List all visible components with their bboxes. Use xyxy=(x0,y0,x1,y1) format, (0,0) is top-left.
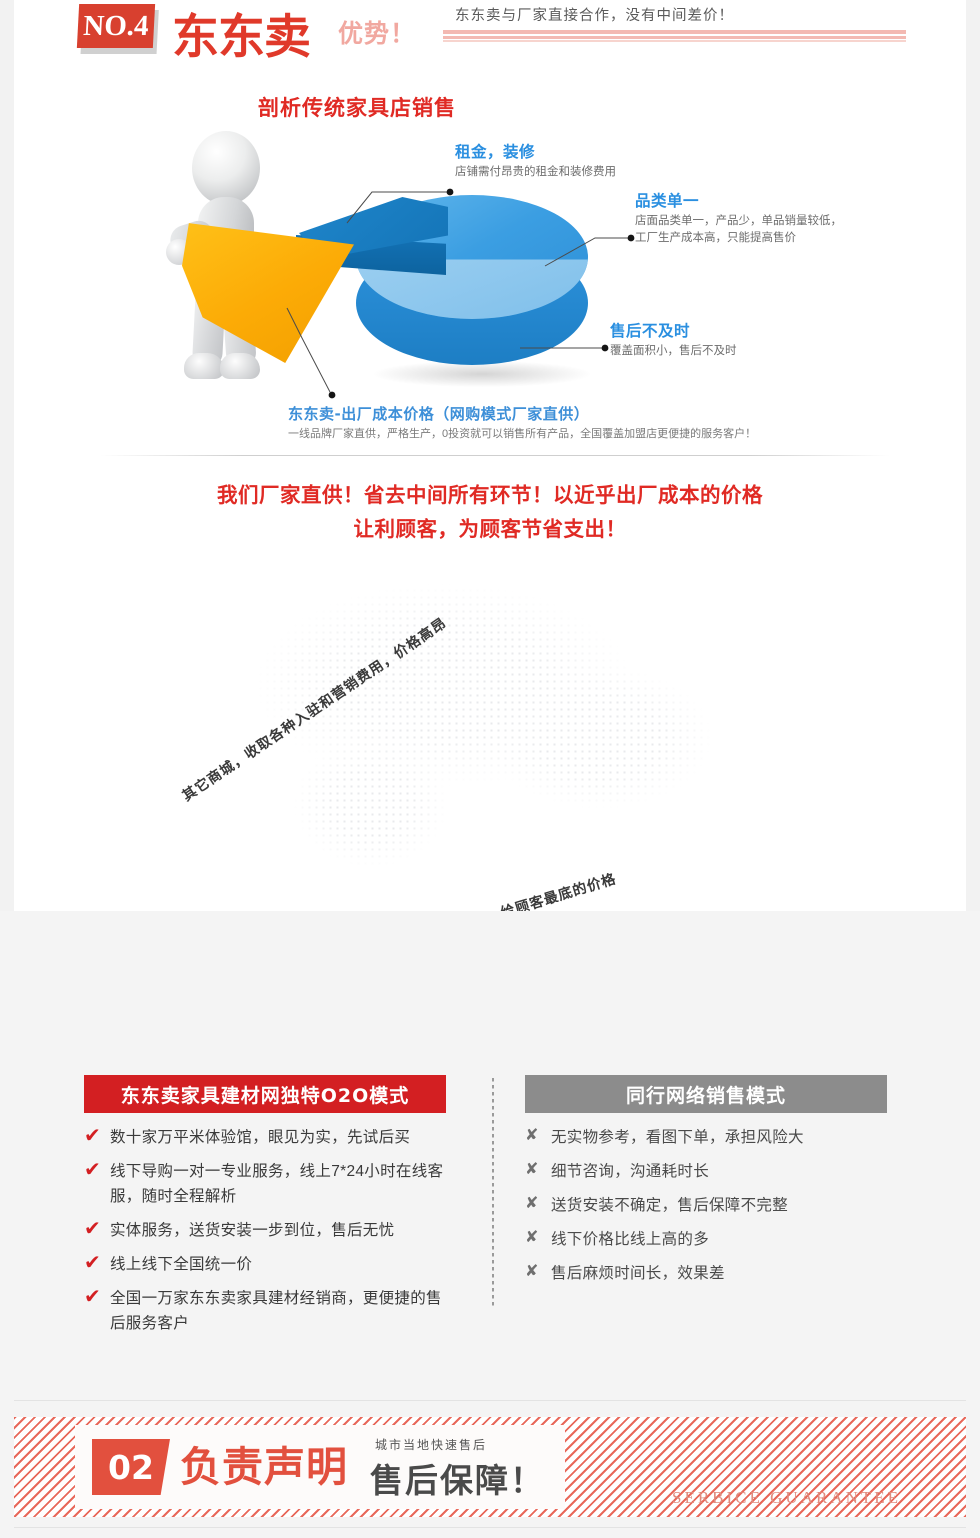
list-item: ✔ 线下导购一对一专业服务，线上7*24小时在线客服，随时全程解析 xyxy=(84,1159,446,1209)
figurine-foot-left xyxy=(184,353,224,379)
banner-top-line xyxy=(14,1400,966,1401)
check-icon: ✔ xyxy=(84,1252,101,1274)
list-item-label: 线下价格比线上高的多 xyxy=(551,1231,710,1248)
callout-dongdongmai-desc: 一线品牌厂家直供，严格生产，0投资就可以销售所有产品，全国覆盖加盟店更便捷的服务… xyxy=(288,428,757,440)
list-item: ✔ 实体服务，送货安装一步到位，售后无忧 xyxy=(84,1218,446,1243)
section-bottom-banner: 02 负责声明 城市当地快速售后 售后保障！ SERBICE GUARANTEE xyxy=(0,1400,980,1538)
list-item-label: 送货安装不确定，售后保障不完整 xyxy=(551,1197,789,1214)
list-item: ✔ 数十家万平米体验馆，眼见为实，先试后买 xyxy=(84,1125,446,1150)
comparison-left-heading: 东东卖家具建材网独特O2O模式 xyxy=(84,1075,446,1113)
list-item-label: 全国一万家东东卖家具建材经销商，更便捷的售后服务客户 xyxy=(110,1290,442,1332)
list-item-label: 售后麻烦时间长，效果差 xyxy=(551,1265,725,1282)
comparison-card-dongdongmai: 东东卖家具建材网独特O2O模式 ✔ 数十家万平米体验馆，眼见为实，先试后买 ✔ … xyxy=(84,1075,446,1345)
brand-suffix: 优势！ xyxy=(338,19,417,48)
pie-3d xyxy=(288,183,590,398)
callout-single-category: 品类单一 店面品类单一，产品少，单品销量较低， 工厂生产成本高，只能提高售价 xyxy=(635,189,842,247)
check-icon: ✔ xyxy=(84,1286,101,1308)
list-item: ✘ 无实物参考，看图下单，承担风险大 xyxy=(525,1125,887,1150)
figurine-foot-right xyxy=(220,353,260,379)
world-map-dots-background xyxy=(215,566,735,896)
list-item-label: 细节咨询，沟通耗时长 xyxy=(551,1163,710,1180)
cross-icon: ✘ xyxy=(525,1161,539,1178)
header-rule xyxy=(443,30,906,43)
section-pie-analysis: 剖析传统家具店销售 xyxy=(0,70,980,470)
callout-leader-lines xyxy=(286,188,635,399)
section-growth-chart: 其它商城，收取各种入驻和营销费用，价格高昂 东东卖不收取任何中间价，给顾客最底的… xyxy=(0,556,980,1016)
banner-english-text: SERBICE GUARANTEE xyxy=(672,1488,902,1507)
factory-direct-slogan: 我们厂家直供！省去中间所有环节！以近乎出厂成本的价格 让利顾客，为顾客节省支出！ xyxy=(0,478,980,546)
figurine-head xyxy=(192,131,260,205)
check-icon: ✔ xyxy=(84,1159,101,1181)
pie-section-divider xyxy=(100,455,890,456)
list-item-label: 实体服务，送货安装一步到位，售后无忧 xyxy=(110,1222,395,1239)
callout-rent-title: 租金，装修 xyxy=(455,143,536,161)
cross-icon: ✘ xyxy=(525,1263,539,1280)
list-item: ✘ 送货安装不确定，售后保障不完整 xyxy=(525,1193,887,1218)
comparison-card-competitors: 同行网络销售模式 ✘ 无实物参考，看图下单，承担风险大 ✘ 细节咨询，沟通耗时长… xyxy=(525,1075,887,1295)
pie-chart-graphic xyxy=(160,125,620,435)
comparison-left-list: ✔ 数十家万平米体验馆，眼见为实，先试后买 ✔ 线下导购一对一专业服务，线上7*… xyxy=(84,1125,446,1336)
list-item-label: 无实物参考，看图下单，承担风险大 xyxy=(551,1129,804,1146)
banner-bottom-line xyxy=(14,1527,966,1528)
cross-icon: ✘ xyxy=(525,1127,539,1144)
comparison-right-list: ✘ 无实物参考，看图下单，承担风险大 ✘ 细节咨询，沟通耗时长 ✘ 送货安装不确… xyxy=(525,1125,887,1286)
comparison-right-heading: 同行网络销售模式 xyxy=(525,1075,887,1113)
list-item-label: 线上线下全国统一价 xyxy=(110,1256,253,1273)
slogan-line-1: 我们厂家直供！省去中间所有环节！以近乎出厂成本的价格 xyxy=(217,483,763,507)
banner-title: 负责声明 xyxy=(180,1443,348,1491)
list-item: ✘ 细节咨询，沟通耗时长 xyxy=(525,1159,887,1184)
comparison-divider xyxy=(492,1078,494,1306)
cross-icon: ✘ xyxy=(525,1195,539,1212)
check-icon: ✔ xyxy=(84,1218,101,1240)
banner-section-number: 02 xyxy=(92,1439,170,1495)
callout-aftersales-desc: 覆盖面积小，售后不及时 xyxy=(610,345,737,357)
banner-subtitle: 售后保障！ xyxy=(370,1461,545,1500)
banner-small-text: 城市当地快速售后 xyxy=(375,1438,488,1452)
section-number-badge: NO.4 xyxy=(76,4,156,48)
callout-single-title: 品类单一 xyxy=(635,192,700,210)
callout-dongdongmai: 东东卖-出厂成本价格（网购模式厂家直供） 一线品牌厂家直供，严格生产，0投资就可… xyxy=(288,403,756,443)
pie-section-title: 剖析传统家具店销售 xyxy=(258,96,456,120)
callout-single-desc-1: 店面品类单一，产品少，单品销量较低， xyxy=(635,215,842,227)
list-item-label: 数十家万平米体验馆，眼见为实，先试后买 xyxy=(110,1129,411,1146)
list-item: ✘ 售后麻烦时间长，效果差 xyxy=(525,1261,887,1286)
callout-rent: 租金，装修 店铺需付昂贵的租金和装修费用 xyxy=(455,140,616,181)
callout-aftersales: 售后不及时 覆盖面积小，售后不及时 xyxy=(610,319,737,360)
cross-icon: ✘ xyxy=(525,1229,539,1246)
callout-aftersales-title: 售后不及时 xyxy=(610,322,691,340)
section-comparison-band xyxy=(0,911,980,1400)
callout-dongdongmai-title: 东东卖-出厂成本价格（网购模式厂家直供） xyxy=(288,405,590,423)
check-icon: ✔ xyxy=(84,1125,101,1147)
callout-single-desc-2: 工厂生产成本高，只能提高售价 xyxy=(635,232,796,244)
callout-rent-desc: 店铺需付昂贵的租金和装修费用 xyxy=(455,166,616,178)
header-tagline: 东东卖与厂家直接合作，没有中间差价！ xyxy=(455,8,734,24)
list-item: ✘ 线下价格比线上高的多 xyxy=(525,1227,887,1252)
list-item: ✔ 线上线下全国统一价 xyxy=(84,1252,446,1277)
section-header: NO.4 东东卖 优势！ 东东卖与厂家直接合作，没有中间差价！ xyxy=(0,0,980,70)
slogan-line-2: 让利顾客，为顾客节省支出！ xyxy=(353,517,627,541)
list-item: ✔ 全国一万家东东卖家具建材经销商，更便捷的售后服务客户 xyxy=(84,1286,446,1336)
pie-ground-shadow xyxy=(374,361,590,387)
list-item-label: 线下导购一对一专业服务，线上7*24小时在线客服，随时全程解析 xyxy=(110,1163,444,1205)
brand-name: 东东卖 xyxy=(172,10,311,65)
